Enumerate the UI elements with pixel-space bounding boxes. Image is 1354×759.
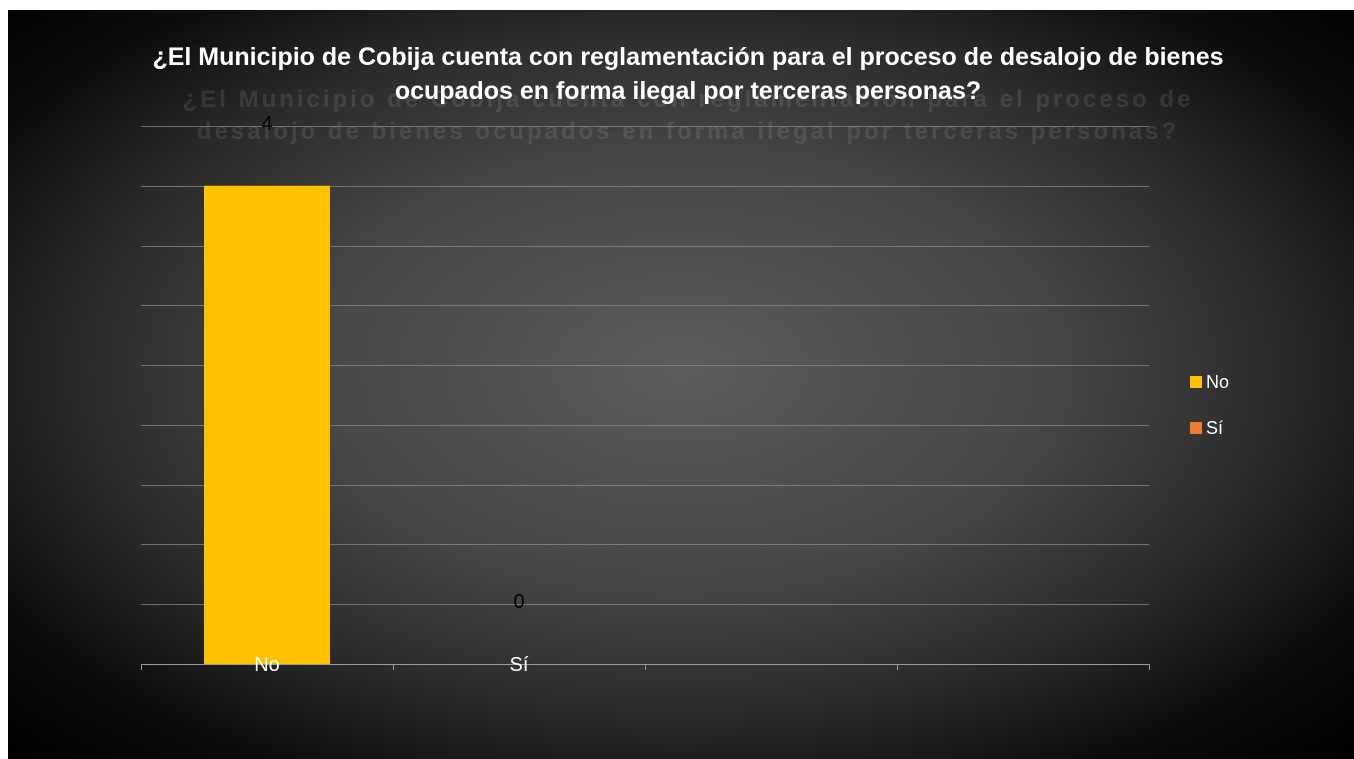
chart-area: ¿El Municipio de Cobija cuenta con regla… [8,10,1354,759]
legend-swatch-no [1190,376,1202,388]
chart-ghost-title: ¿El Municipio de Cobija cuenta con regla… [182,86,1194,145]
legend-item-no: No [1190,370,1229,394]
legend-label-si: Sí [1206,417,1224,438]
category-label-si: Sí [510,654,529,676]
legend-item-si: Sí [1190,416,1229,440]
legend-label-no: No [1206,371,1230,392]
legend-swatch-si [1190,422,1202,434]
legend: No Sí [1190,370,1229,462]
category-label-no: No [254,654,280,676]
data-label-si: 0 [513,591,524,613]
plot-area: 4 No 0 Sí [141,113,1150,676]
data-label-no: 4 [261,113,272,135]
chart-title: ¿El Municipio de Cobija cuenta con regla… [152,43,1224,105]
bar-no [204,185,330,664]
